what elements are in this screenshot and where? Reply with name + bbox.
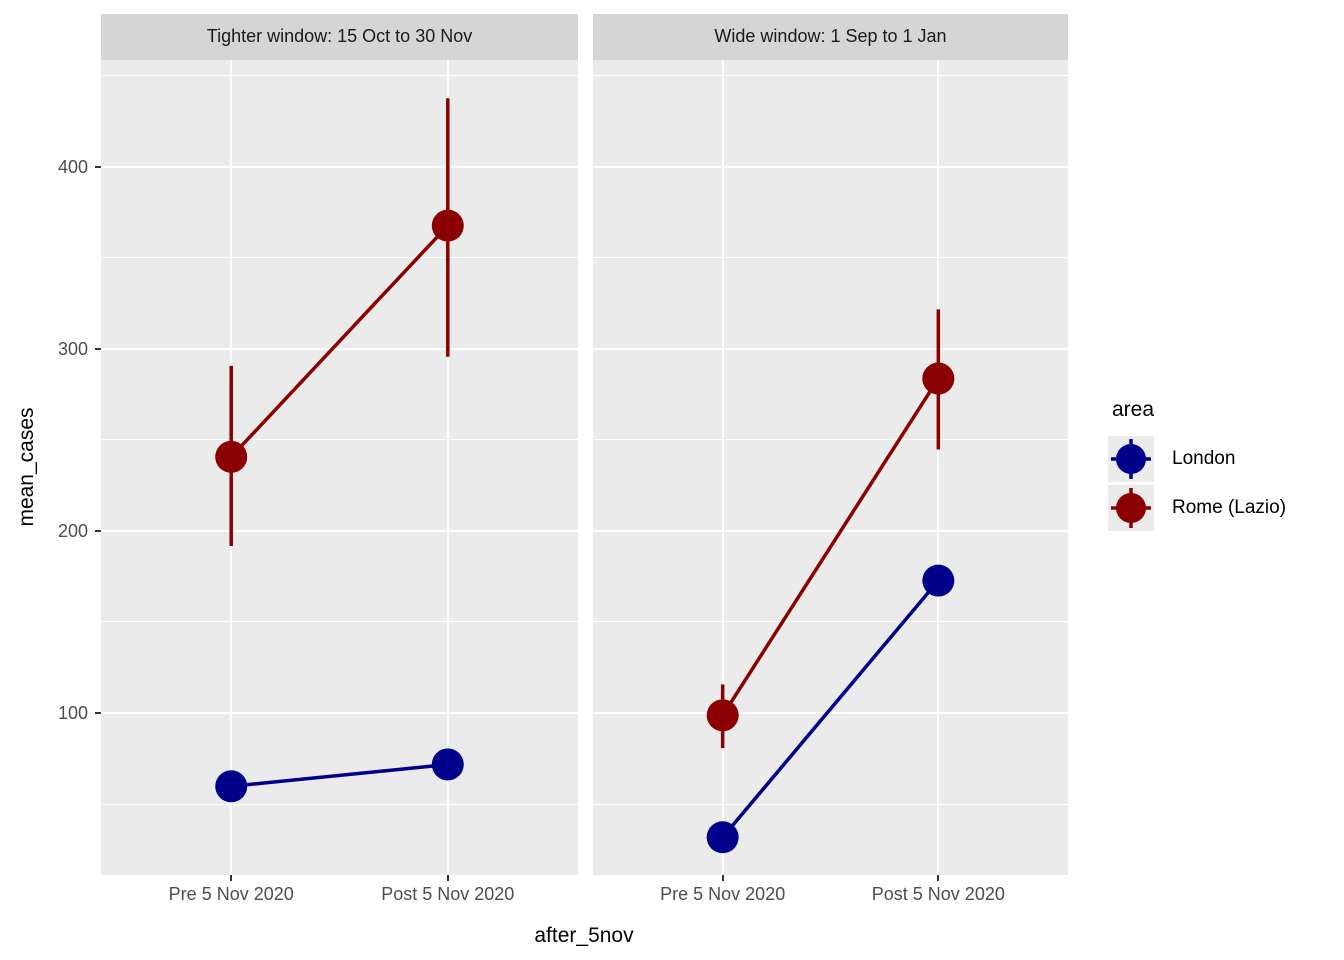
data-point-rome-lazio- [922, 362, 955, 395]
gridline-minor-h [593, 439, 1068, 441]
gridline-minor-h [593, 621, 1068, 623]
gridline-major-v [721, 59, 724, 875]
facet-strip-left-label: Tighter window: 15 Oct to 30 Nov [206, 26, 473, 47]
gridline-major-h [593, 529, 1068, 532]
gridline-minor-h [101, 621, 578, 623]
pointrange-glyph-icon [1111, 488, 1151, 528]
pointrange-glyph-icon [1111, 439, 1151, 479]
legend-key-rome [1108, 485, 1154, 531]
x-axis-title: after_5nov [534, 924, 634, 947]
data-point-rome-lazio- [431, 209, 464, 242]
y-tick-mark [95, 165, 101, 168]
legend-key-london [1108, 436, 1154, 482]
facet-strip-left: Tighter window: 15 Oct to 30 Nov [101, 14, 578, 60]
gridline-major-h [593, 711, 1068, 714]
x-tick-label: Pre 5 Nov 2020 [660, 884, 786, 904]
panel-data-svg [215, 97, 464, 802]
x-tick-mark [446, 875, 449, 881]
gridline-minor-h [593, 803, 1068, 805]
facet-strip-right-label: Wide window: 1 Sep to 1 Jan [714, 26, 947, 47]
gridline-major-h [593, 347, 1068, 350]
series-line-rome-lazio- [721, 377, 940, 716]
gridline-major-h [101, 529, 578, 532]
data-point-rome-lazio- [706, 698, 739, 731]
legend-item-london: London [1108, 436, 1286, 482]
gridline-minor-h [593, 257, 1068, 259]
gridline-minor-h [593, 75, 1068, 77]
legend-title: area [1112, 398, 1155, 421]
x-tick-label: Post 5 Nov 2020 [871, 884, 1005, 904]
series-line-rome-lazio- [229, 223, 450, 458]
gridline-minor-h [101, 257, 578, 259]
gridline-minor-h [101, 75, 578, 77]
gridline-major-h [101, 711, 578, 714]
y-tick-label: 200 [57, 520, 88, 541]
legend-item-rome: Rome (Lazio) [1108, 485, 1286, 531]
data-point-london [215, 769, 248, 802]
panel-tighter-window [101, 59, 578, 875]
x-tick-mark [721, 875, 724, 881]
gridline-minor-h [101, 803, 578, 805]
x-tick-label: Post 5 Nov 2020 [381, 884, 515, 904]
gridline-major-h [101, 347, 578, 350]
panel-data-svg [706, 308, 955, 853]
series-line-london [231, 762, 448, 788]
gridline-major-v [937, 59, 940, 875]
x-tick-label: Pre 5 Nov 2020 [168, 884, 294, 904]
data-point-rome-lazio- [215, 440, 248, 473]
y-tick-label: 400 [57, 156, 88, 177]
y-tick-mark [95, 347, 101, 350]
y-tick-label: 300 [57, 338, 88, 359]
data-point-london [706, 820, 739, 853]
facet-strip-right: Wide window: 1 Sep to 1 Jan [593, 14, 1068, 60]
gridline-major-h [593, 165, 1068, 168]
gridline-major-h [101, 165, 578, 168]
panel-wide-window [593, 59, 1068, 875]
data-point-london [922, 564, 955, 597]
y-tick-mark [95, 711, 101, 714]
gridline-major-v [446, 59, 449, 875]
x-tick-mark [937, 875, 940, 881]
y-tick-mark [95, 529, 101, 532]
x-tick-mark [230, 875, 233, 881]
series-line-london [721, 578, 940, 838]
legend-label-rome: Rome (Lazio) [1172, 497, 1287, 518]
gridline-minor-h [101, 439, 578, 441]
y-tick-label: 100 [57, 702, 88, 723]
legend-label-london: London [1172, 448, 1236, 469]
data-point-london [431, 747, 464, 780]
y-axis-title: mean_cases [15, 407, 38, 527]
legend: area London Rome (Lazio) [1108, 398, 1286, 534]
